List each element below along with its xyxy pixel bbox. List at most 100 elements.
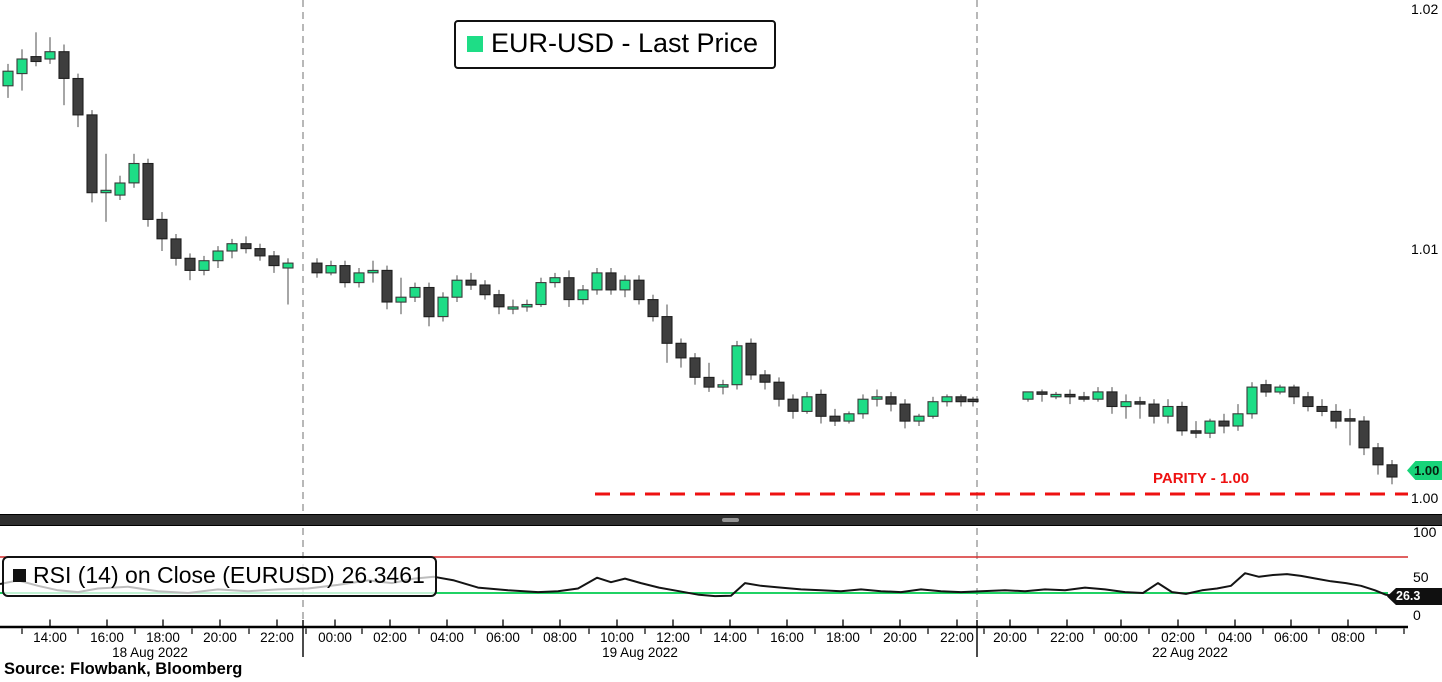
time-tick-label: 04:00 — [430, 630, 464, 645]
candle — [507, 299, 519, 315]
candle — [325, 260, 337, 276]
candle — [801, 391, 813, 414]
parity-label: PARITY - 1.00 — [1153, 470, 1250, 487]
time-tick-label: 08:00 — [543, 630, 577, 645]
rsi-series-swatch-icon — [13, 569, 26, 582]
candle — [675, 338, 687, 368]
candle — [549, 272, 561, 288]
time-tick-label: 06:00 — [1274, 630, 1308, 645]
price-tick-label: 1.00 — [1411, 490, 1439, 506]
candle — [184, 253, 196, 281]
candle — [128, 153, 140, 188]
time-tick-label: 22:00 — [1050, 630, 1084, 645]
candle — [226, 238, 238, 259]
candle — [58, 44, 70, 106]
time-tick-label: 12:00 — [656, 630, 690, 645]
candle — [967, 396, 979, 407]
time-tick-label: 18:00 — [826, 630, 860, 645]
candle — [619, 275, 631, 298]
time-tick-label: 10:00 — [600, 630, 634, 645]
panel-splitter[interactable] — [0, 514, 1442, 526]
candle — [212, 246, 224, 268]
splitter-grip-icon[interactable] — [722, 518, 739, 522]
candle — [1386, 460, 1398, 485]
candle — [787, 394, 799, 419]
time-tick-label: 18:00 — [146, 630, 180, 645]
rsi-legend[interactable]: RSI (14) on Close (EURUSD) 26.3461 — [2, 556, 437, 597]
candle — [339, 260, 351, 288]
candle — [717, 379, 729, 395]
source-credit: Source: Flowbank, Bloomberg — [4, 660, 243, 678]
time-tick-label: 22:00 — [260, 630, 294, 645]
candle — [30, 32, 42, 67]
candle — [773, 377, 785, 407]
series-swatch-icon — [467, 35, 483, 52]
candle — [72, 73, 84, 128]
time-tick-label: 16:00 — [770, 630, 804, 645]
candle — [170, 234, 182, 266]
candle — [913, 413, 925, 426]
candle — [114, 175, 126, 200]
candle — [493, 289, 505, 315]
time-tick-label: 04:00 — [1218, 630, 1252, 645]
time-tick-label: 20:00 — [883, 630, 917, 645]
time-tick-label: 06:00 — [486, 630, 520, 645]
candle — [268, 251, 280, 273]
candle — [156, 212, 168, 251]
candle — [871, 389, 883, 407]
candle — [1120, 394, 1132, 419]
candle — [605, 268, 617, 295]
candle — [1372, 443, 1384, 475]
candle — [689, 353, 701, 385]
candle — [829, 408, 841, 426]
price-tick-label: 1.01 — [1411, 241, 1439, 257]
candle — [1232, 404, 1244, 431]
candle — [1022, 391, 1034, 402]
time-tick-label: 02:00 — [1161, 630, 1195, 645]
candle — [1302, 391, 1314, 412]
candle — [1204, 418, 1216, 439]
candle — [1134, 396, 1146, 419]
rsi-tick-label: 0 — [1413, 607, 1421, 623]
time-tick-label: 00:00 — [318, 630, 352, 645]
candle — [1260, 379, 1272, 397]
candle — [198, 255, 210, 276]
candle — [240, 236, 252, 254]
date-label: 19 Aug 2022 — [602, 645, 678, 660]
time-tick-label: 16:00 — [90, 630, 124, 645]
candle — [395, 277, 407, 315]
candle — [44, 37, 56, 64]
candle — [451, 275, 463, 302]
candle — [577, 285, 589, 305]
candle — [815, 389, 827, 424]
candle — [885, 391, 897, 412]
candle — [367, 260, 379, 283]
candle — [633, 275, 645, 305]
rsi-legend-label: RSI (14) on Close (EURUSD) — [33, 562, 335, 588]
candle — [100, 153, 112, 222]
candle — [465, 272, 477, 290]
candle — [1162, 399, 1174, 424]
candle — [437, 292, 449, 322]
time-tick-label: 02:00 — [373, 630, 407, 645]
candle — [1288, 384, 1300, 405]
date-label: 18 Aug 2022 — [112, 645, 188, 660]
candle — [142, 158, 154, 227]
time-tick-label: 08:00 — [1331, 630, 1365, 645]
candle — [731, 340, 743, 390]
candle — [16, 49, 28, 91]
time-tick-label: 14:00 — [713, 630, 747, 645]
price-legend[interactable]: EUR-USD - Last Price — [454, 20, 777, 69]
candle — [1078, 391, 1090, 402]
candle — [1050, 391, 1062, 400]
candle — [311, 258, 323, 278]
candle — [899, 399, 911, 429]
candle — [1274, 384, 1286, 395]
candle — [1190, 421, 1202, 439]
candle — [535, 277, 547, 307]
candle — [254, 243, 266, 261]
candle — [353, 268, 365, 288]
candle — [1036, 389, 1048, 402]
